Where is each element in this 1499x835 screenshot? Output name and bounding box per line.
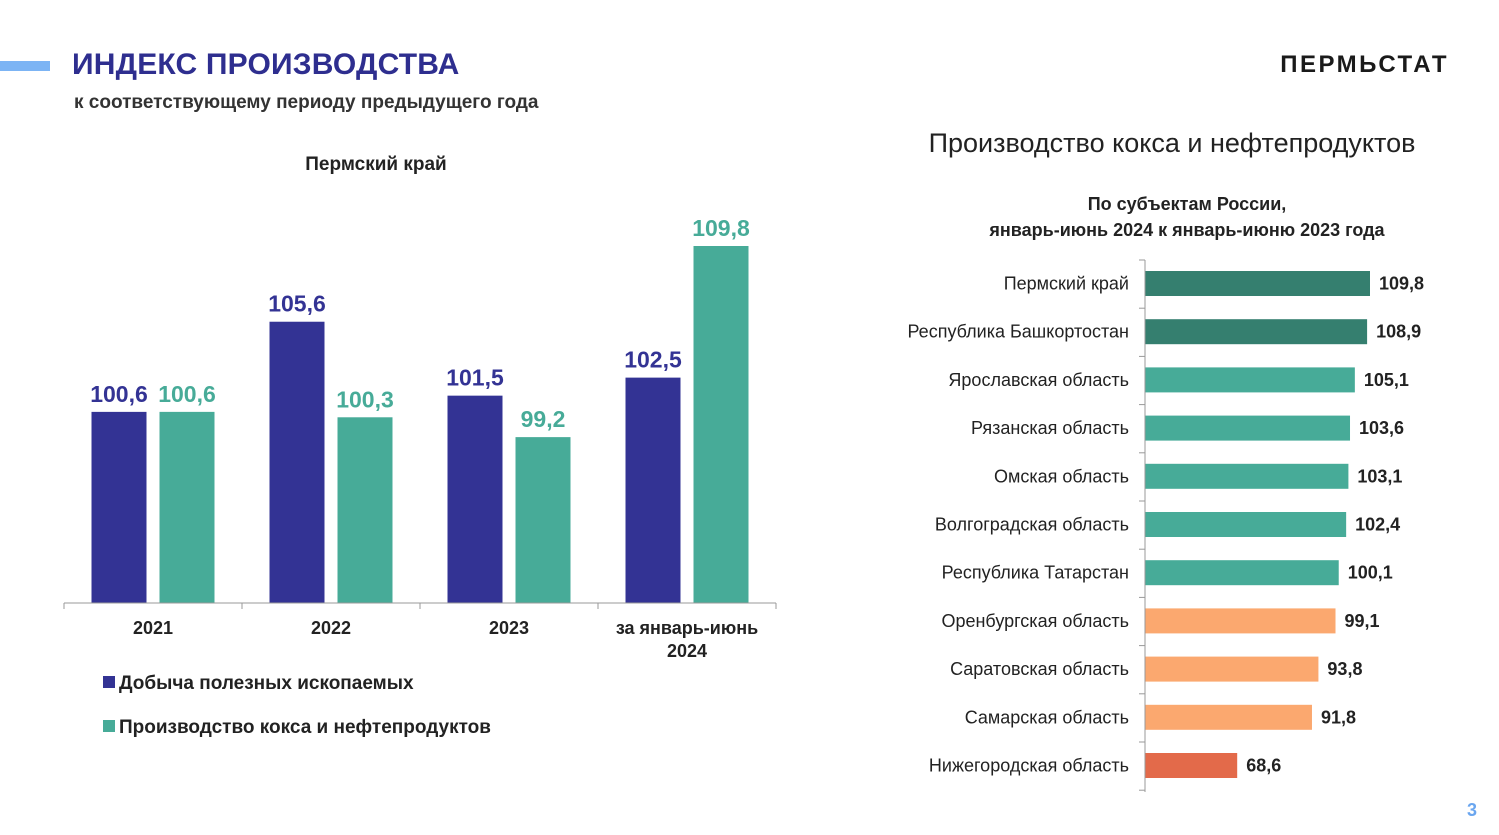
data-label-mining-1: 105,6 <box>268 291 326 317</box>
region-value-9: 91,8 <box>1321 707 1356 727</box>
bar-mining-2 <box>447 395 503 603</box>
region-bar-6 <box>1145 560 1339 586</box>
production-index-chart: Пермский край 100,6 100,6 2021 105,6 100,3 202… <box>63 154 777 738</box>
region-bar-3 <box>1145 415 1351 441</box>
region-value-1: 108,9 <box>1376 322 1421 342</box>
region-value-5: 102,4 <box>1355 515 1400 535</box>
region-value-2: 105,1 <box>1364 370 1409 390</box>
region-label-0: Пермский край <box>1004 274 1129 294</box>
page-number: 3 <box>1466 800 1477 820</box>
region-bar-10 <box>1145 753 1238 778</box>
data-label-mining-0: 100,6 <box>90 381 148 407</box>
region-label-5: Волгоградская область <box>935 515 1129 535</box>
chart-title: Пермский край <box>305 154 446 175</box>
data-label-coke-1: 100,3 <box>336 386 394 412</box>
regions-chart-title: январь-июнь 2024 к январь-июню 2023 года <box>988 220 1385 240</box>
brand-logo: ПЕРМЬСТАТ <box>1280 51 1449 78</box>
right-panel-title: Производство кокса и нефтепродуктов <box>928 128 1416 158</box>
region-bar-2 <box>1145 367 1355 393</box>
region-label-10: Нижегородская область <box>929 756 1129 776</box>
region-value-8: 93,8 <box>1327 659 1362 679</box>
region-label-6: Республика Татарстан <box>942 563 1129 583</box>
region-value-7: 99,1 <box>1345 611 1380 631</box>
region-value-0: 109,8 <box>1379 274 1424 294</box>
x-tick-label-0: 2021 <box>133 618 173 638</box>
bar-mining-0 <box>91 411 147 603</box>
region-value-4: 103,1 <box>1357 466 1402 486</box>
region-label-2: Ярославская область <box>948 370 1129 390</box>
bar-coke-1 <box>337 417 393 603</box>
page-subtitle: к соответствующему периоду предыдущего г… <box>74 92 539 113</box>
region-bar-1 <box>1145 319 1368 345</box>
region-bar-7 <box>1145 608 1336 634</box>
bar-coke-0 <box>159 411 215 603</box>
region-value-10: 68,6 <box>1246 756 1281 776</box>
region-bar-4 <box>1145 463 1349 489</box>
legend-swatch-coke <box>103 720 115 732</box>
region-value-6: 100,1 <box>1348 563 1393 583</box>
regions-chart-title: По субъектам России, <box>1088 194 1287 214</box>
region-bar-8 <box>1145 656 1319 682</box>
x-tick-label-2: 2023 <box>489 618 529 638</box>
x-tick-label-1: 2022 <box>311 618 351 638</box>
legend-swatch-mining <box>103 676 115 688</box>
data-label-mining-3: 102,5 <box>624 347 682 373</box>
bar-coke-2 <box>515 437 571 603</box>
legend-label-mining: Добыча полезных ископаемых <box>119 673 414 694</box>
region-label-9: Самарская область <box>965 707 1129 727</box>
data-label-coke-0: 100,6 <box>158 381 216 407</box>
region-bar-9 <box>1145 704 1312 730</box>
region-label-1: Республика Башкортостан <box>907 322 1129 342</box>
region-label-8: Саратовская область <box>950 659 1129 679</box>
accent-bar <box>0 61 50 71</box>
page-title: ИНДЕКС ПРОИЗВОДСТВА <box>72 48 460 81</box>
region-label-3: Рязанская область <box>971 418 1129 438</box>
bar-mining-1 <box>269 321 325 603</box>
region-label-4: Омская область <box>994 466 1129 486</box>
data-label-coke-3: 109,8 <box>692 215 750 241</box>
x-tick-label-3: 2024 <box>667 641 707 661</box>
x-tick-label-3: за январь-июнь <box>616 618 758 638</box>
legend-label-coke: Производство кокса и нефтепродуктов <box>119 717 491 738</box>
region-bar-5 <box>1145 512 1347 537</box>
bar-coke-3 <box>693 246 749 603</box>
data-label-coke-2: 99,2 <box>521 406 566 432</box>
region-value-3: 103,6 <box>1359 418 1404 438</box>
bar-mining-3 <box>625 377 681 603</box>
data-label-mining-2: 101,5 <box>446 365 504 391</box>
region-label-7: Оренбургская область <box>941 611 1129 631</box>
region-bar-0 <box>1145 271 1370 296</box>
